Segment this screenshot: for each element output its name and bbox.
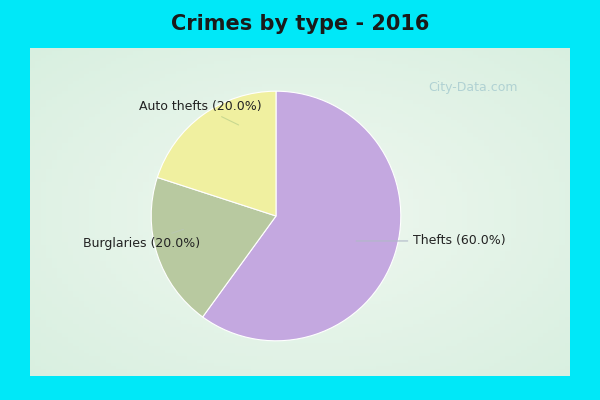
Wedge shape [151, 178, 276, 317]
Text: City-Data.com: City-Data.com [428, 81, 518, 94]
Wedge shape [157, 91, 276, 216]
Text: Auto thefts (20.0%): Auto thefts (20.0%) [139, 100, 262, 125]
Text: Crimes by type - 2016: Crimes by type - 2016 [171, 14, 429, 34]
Text: Burglaries (20.0%): Burglaries (20.0%) [83, 229, 200, 250]
Wedge shape [203, 91, 401, 341]
Text: Thefts (60.0%): Thefts (60.0%) [356, 234, 506, 248]
